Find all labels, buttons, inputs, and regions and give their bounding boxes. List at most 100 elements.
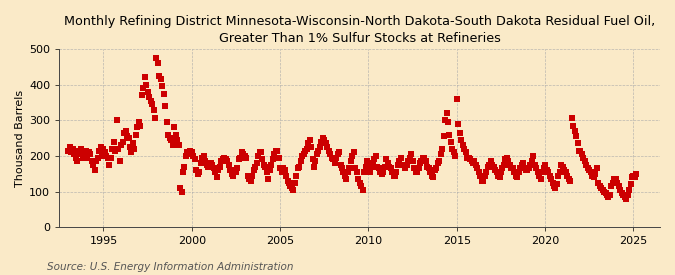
Point: [618, 193, 628, 197]
Point: [110, 148, 121, 153]
Point: [508, 166, 518, 170]
Point: [434, 159, 445, 163]
Point: [70, 155, 81, 160]
Title: Monthly Refining District Minnesota-Wisconsin-North Dakota-South Dakota Residual: Monthly Refining District Minnesota-Wisc…: [64, 15, 655, 45]
Point: [566, 116, 577, 121]
Point: [122, 134, 132, 139]
Point: [550, 186, 561, 190]
Point: [631, 172, 642, 176]
Point: [543, 170, 554, 174]
Point: [531, 166, 542, 170]
Point: [551, 182, 562, 187]
Point: [547, 180, 558, 185]
Point: [84, 150, 95, 155]
Point: [135, 123, 146, 128]
Point: [273, 155, 284, 160]
Point: [559, 168, 570, 172]
Point: [317, 136, 328, 140]
Point: [469, 159, 480, 163]
Point: [402, 163, 412, 167]
Point: [185, 148, 196, 153]
Point: [276, 170, 287, 174]
Point: [472, 166, 483, 170]
Point: [375, 170, 385, 174]
Point: [448, 150, 459, 155]
Point: [438, 134, 449, 139]
Point: [354, 180, 365, 185]
Point: [316, 139, 327, 144]
Point: [347, 154, 358, 158]
Point: [80, 148, 91, 153]
Point: [409, 166, 420, 170]
Point: [460, 150, 471, 155]
Point: [570, 134, 581, 139]
Point: [63, 148, 74, 153]
Point: [184, 152, 194, 156]
Point: [431, 166, 441, 170]
Point: [626, 175, 637, 180]
Point: [290, 180, 300, 185]
Point: [619, 195, 630, 199]
Point: [229, 168, 240, 172]
Point: [606, 184, 617, 188]
Point: [562, 173, 572, 178]
Point: [590, 172, 601, 176]
Point: [68, 147, 78, 151]
Point: [371, 154, 381, 158]
Point: [463, 155, 474, 160]
Point: [82, 155, 92, 160]
Point: [360, 164, 371, 169]
Point: [510, 173, 521, 178]
Point: [518, 161, 529, 165]
Point: [435, 152, 446, 156]
Point: [427, 173, 437, 178]
Point: [315, 145, 325, 149]
Point: [291, 173, 302, 178]
Point: [261, 170, 272, 174]
Point: [509, 170, 520, 174]
Point: [512, 175, 522, 180]
Point: [519, 166, 530, 170]
Point: [292, 166, 303, 170]
Point: [188, 154, 198, 158]
Point: [307, 157, 318, 162]
Point: [65, 150, 76, 155]
Point: [479, 173, 490, 178]
Point: [250, 164, 261, 169]
Point: [297, 154, 308, 158]
Point: [263, 177, 274, 181]
Point: [279, 168, 290, 172]
Point: [210, 170, 221, 174]
Point: [601, 193, 612, 197]
Point: [477, 179, 487, 183]
Point: [275, 166, 286, 170]
Point: [164, 136, 175, 140]
Point: [549, 184, 560, 188]
Point: [520, 168, 531, 172]
Point: [497, 166, 508, 170]
Point: [600, 191, 611, 196]
Point: [452, 97, 462, 101]
Point: [88, 163, 99, 167]
Point: [115, 143, 126, 147]
Point: [111, 118, 122, 122]
Point: [366, 164, 377, 169]
Point: [404, 155, 415, 160]
Point: [572, 141, 583, 146]
Point: [447, 147, 458, 151]
Point: [422, 164, 433, 169]
Point: [155, 77, 166, 81]
Point: [242, 173, 253, 178]
Point: [170, 132, 181, 137]
Point: [142, 90, 153, 94]
Point: [483, 164, 493, 169]
Point: [178, 170, 188, 174]
Point: [134, 120, 144, 124]
Point: [198, 154, 209, 158]
Point: [141, 82, 152, 87]
Point: [425, 170, 436, 174]
Point: [248, 168, 259, 172]
Point: [220, 157, 231, 162]
Point: [605, 193, 616, 197]
Point: [259, 163, 269, 167]
